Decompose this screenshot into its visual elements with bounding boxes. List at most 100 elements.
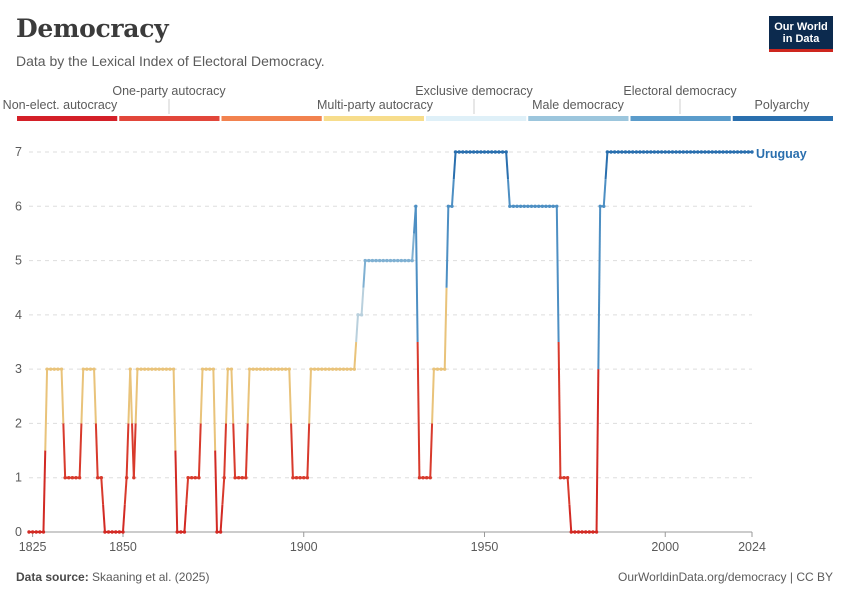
data-point-2013 [710,150,714,154]
data-point-2004 [678,150,682,154]
data-point-1836 [70,476,75,480]
data-point-1847 [110,530,114,534]
data-point-1995 [645,150,649,154]
y-tick-label-3: 3 [15,362,22,376]
legend-label-1: Multi-party autocracy [317,98,434,112]
data-point-2020 [735,150,740,154]
series-segment-51a [212,369,217,451]
data-point-1922 [381,258,385,263]
legend-label-0: Non-elect. autocracy [3,98,118,112]
data-point-1901 [305,476,310,480]
y-tick-label-4: 4 [15,308,22,322]
series-segment-157a [595,369,600,533]
data-point-1962 [526,204,530,208]
data-point-1953 [493,150,498,154]
data-point-1842 [92,367,96,371]
data-point-1970 [555,204,559,208]
data-point-1852 [128,367,132,371]
data-point-1870 [193,476,197,480]
data-point-2023 [746,150,751,154]
data-point-1967 [544,204,548,208]
data-point-1968 [547,204,552,208]
data-point-1925 [392,258,396,263]
data-point-1827 [38,530,42,534]
owid-logo[interactable]: Our World in Data [769,16,833,52]
data-point-1991 [631,150,635,154]
legend-top-label-1: Exclusive democracy [415,84,533,98]
data-point-1845 [103,530,107,534]
series-segment-54b [225,369,229,424]
series-segment-115a [443,287,448,370]
data-point-1974 [569,530,573,534]
data-point-1856 [142,367,147,371]
data-point-1867 [182,530,187,534]
data-point-1893 [276,367,281,371]
data-point-1951 [486,150,490,154]
data-point-1997 [652,150,657,154]
data-point-1939 [443,367,447,371]
data-point-1963 [529,204,534,208]
data-point-1906 [323,367,328,371]
data-point-1998 [656,150,660,154]
data-point-1994 [641,150,646,154]
series-segment-77b [308,369,312,424]
footer-link[interactable]: OurWorldinData.org/democracy | CC BY [618,570,833,584]
data-point-1833 [59,367,64,371]
data-point-2014 [714,150,718,154]
logo-line-1: Our World [774,21,828,33]
data-point-2003 [674,150,678,154]
data-point-1932 [417,476,422,480]
data-point-1899 [298,476,302,480]
data-point-1956 [504,150,508,154]
series-segment-53a [219,504,224,533]
data-point-1881 [233,476,237,480]
data-point-1927 [399,258,404,263]
footer-source: Data source: Skaaning et al. (2025) [16,570,209,584]
data-point-1990 [627,150,631,154]
data-point-1983 [602,204,606,208]
data-point-1958 [511,204,516,208]
data-point-2009 [696,150,700,154]
data-point-1894 [280,367,284,371]
legend-top-label-0: One-party autocracy [112,84,226,98]
data-point-2018 [728,150,733,154]
data-point-2016 [721,150,725,154]
data-point-1826 [34,530,38,534]
data-point-2011 [703,150,707,154]
data-point-1898 [294,476,299,480]
data-point-1825 [30,530,35,534]
chart-title: Democracy [16,14,169,43]
data-point-1924 [388,258,393,263]
data-point-1869 [189,476,194,480]
series-segment-72a [288,369,293,424]
data-point-1971 [558,476,563,480]
data-point-1902 [309,367,313,371]
series-segment-20a [100,477,105,505]
data-point-1850 [121,530,125,534]
data-point-1854 [135,367,140,371]
data-point-1840 [85,367,89,371]
data-point-1941 [450,204,454,208]
data-point-1966 [540,204,545,208]
data-point-1926 [396,258,400,263]
source-text: Skaaning et al. (2025) [92,570,210,584]
data-point-1858 [150,367,154,371]
series-segment-117a [450,179,455,207]
data-point-1911 [341,367,346,371]
series-segment-9a [60,369,65,424]
x-tick-label-2024: 2024 [738,540,766,554]
series-segment-54a [223,423,228,478]
data-point-1935 [428,476,432,480]
data-point-1918 [367,258,371,263]
data-point-1837 [74,476,78,480]
y-tick-label-2: 2 [15,416,22,430]
y-tick-label-5: 5 [15,254,22,268]
series-segment-107b [416,341,421,478]
series-segment-4a [42,450,47,533]
series-segment-43b [185,477,190,505]
data-point-2000 [663,150,667,154]
series-segment-27a [125,423,130,478]
series-segment-18a [93,369,97,424]
data-point-1897 [291,476,295,480]
data-point-1885 [247,367,252,371]
